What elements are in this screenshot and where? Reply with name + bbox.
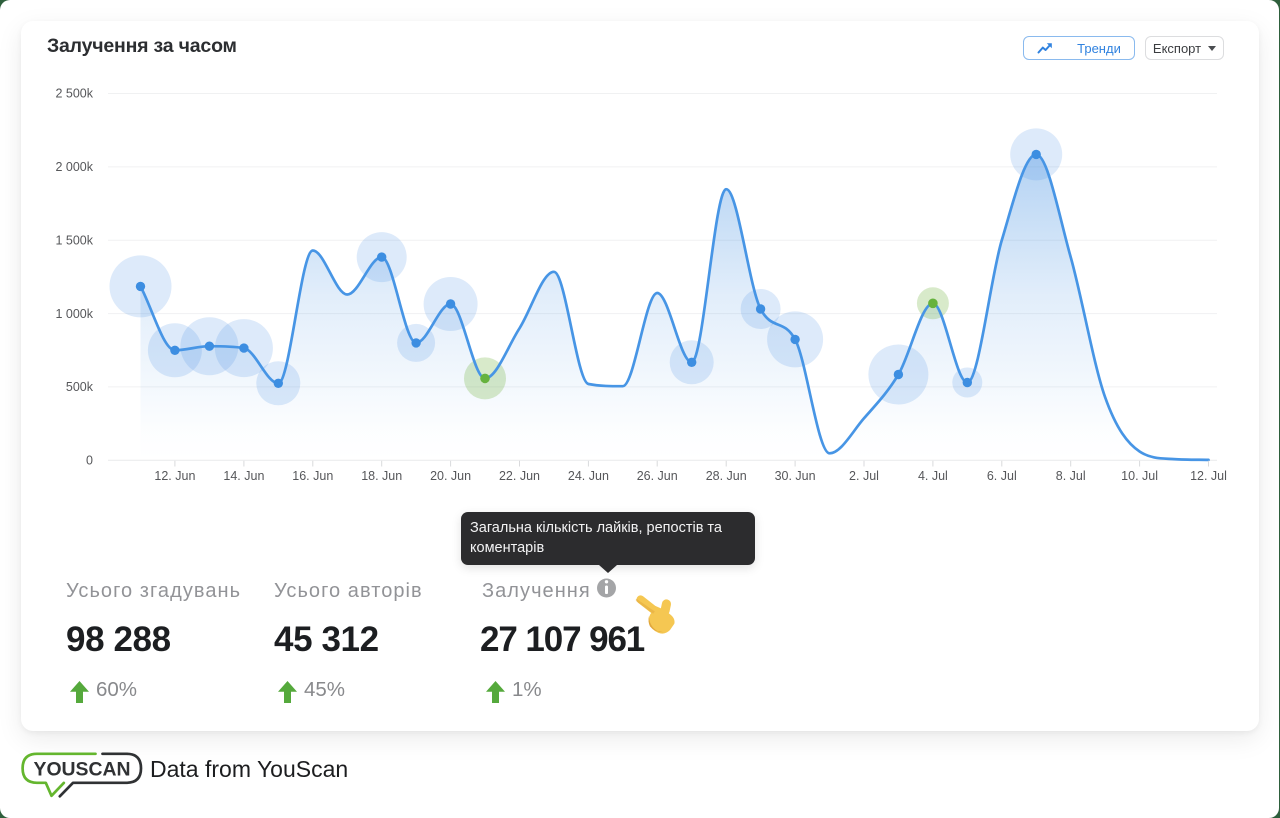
svg-text:YOUSCAN: YOUSCAN: [34, 759, 131, 781]
